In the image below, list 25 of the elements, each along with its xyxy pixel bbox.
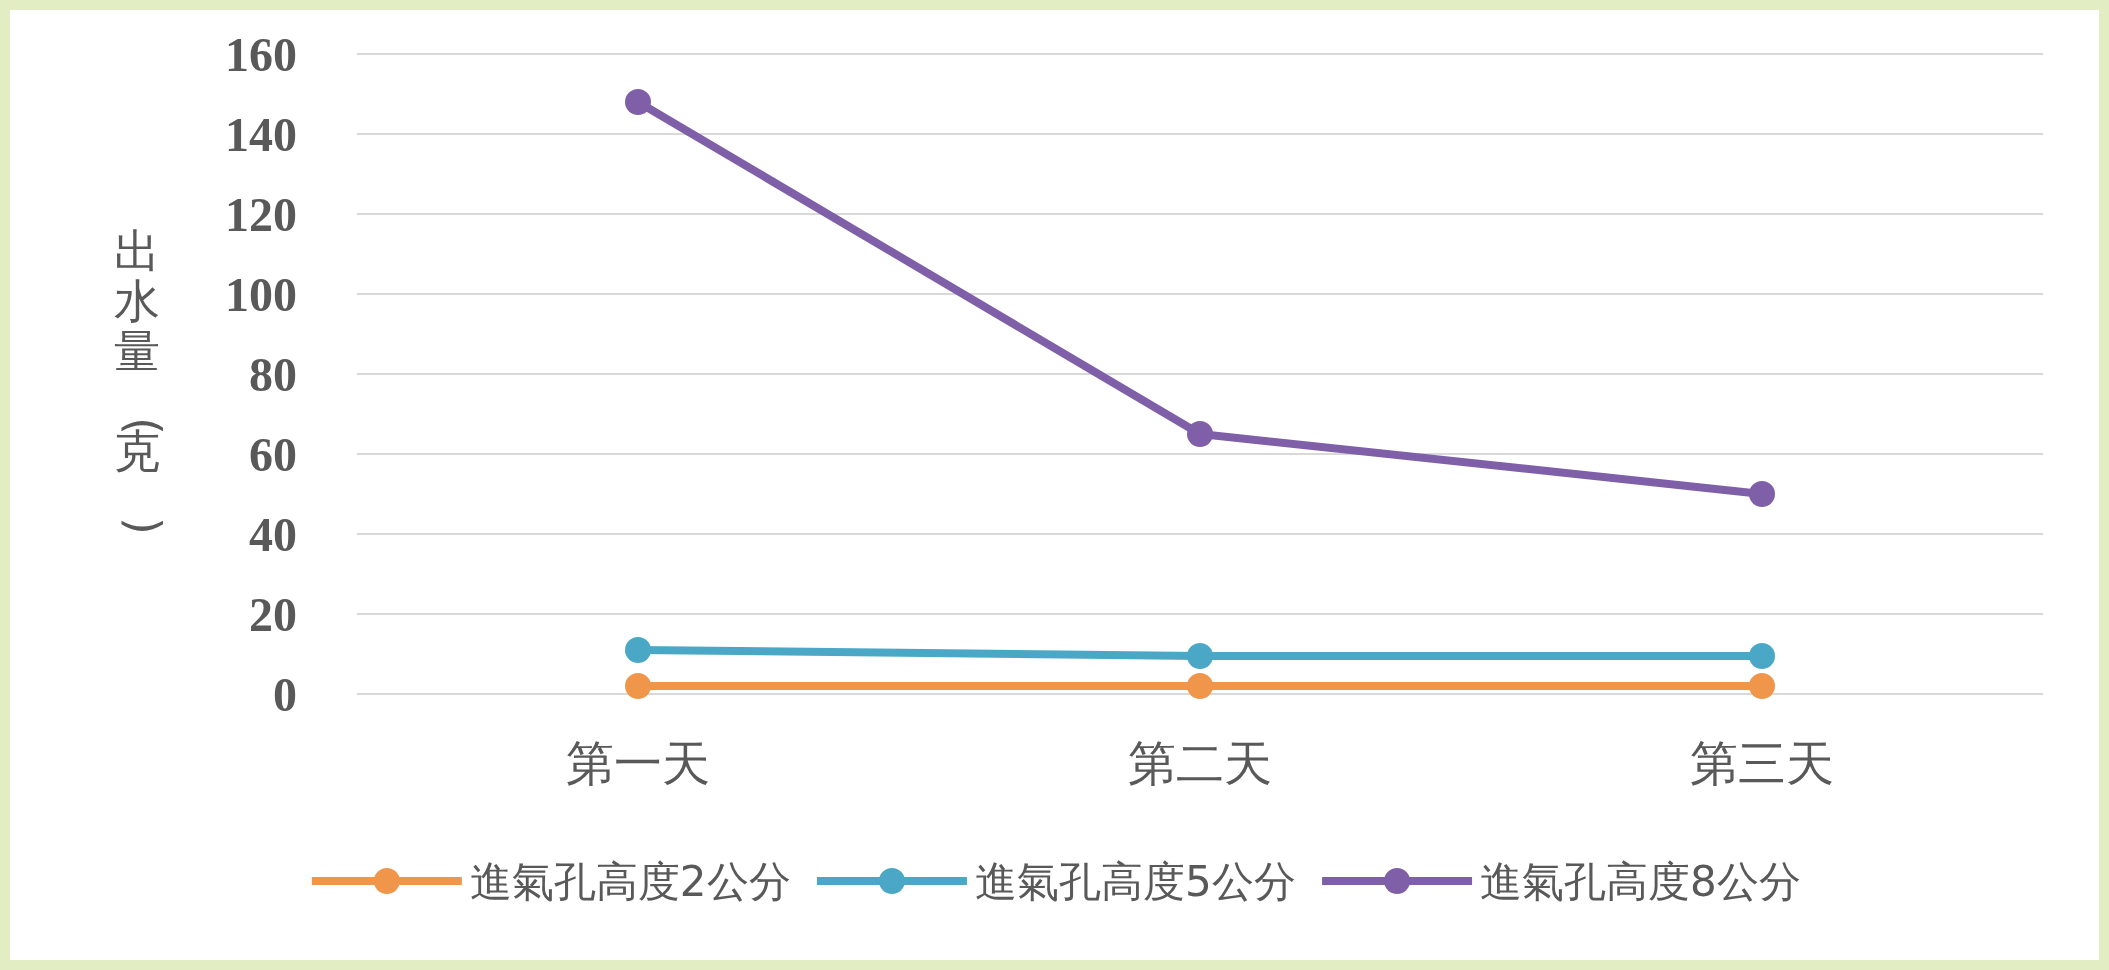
point: [1749, 481, 1775, 507]
y-tick-label: 120: [225, 187, 297, 241]
y-tick-label: 100: [225, 267, 297, 321]
point: [625, 637, 651, 663]
point: [1749, 643, 1775, 669]
legend-label: 進氣孔高度2公分: [469, 856, 791, 906]
point: [1187, 643, 1213, 669]
point: [625, 673, 651, 699]
legend-label: 進氣孔高度5公分: [974, 856, 1296, 906]
legend-label: 進氣孔高度8公分: [1480, 856, 1801, 906]
y-tick-label: 0: [273, 667, 297, 721]
y-tick-label: 80: [249, 347, 297, 401]
y-tick-label: 140: [225, 107, 297, 161]
y-tick-label: 60: [249, 427, 297, 481]
y-tick-label: 40: [249, 507, 297, 561]
point: [1187, 421, 1213, 447]
x-tick-label: 第一天: [566, 735, 710, 791]
x-tick-label: 第三天: [1690, 735, 1834, 791]
y-tick-label: 20: [249, 587, 297, 641]
y-axis-title: 出水量(克): [114, 224, 172, 536]
point: [625, 89, 651, 115]
x-tick-label: 第二天: [1128, 735, 1272, 791]
point: [1187, 673, 1213, 699]
y-tick-label: 160: [225, 27, 297, 81]
point: [1749, 673, 1775, 699]
